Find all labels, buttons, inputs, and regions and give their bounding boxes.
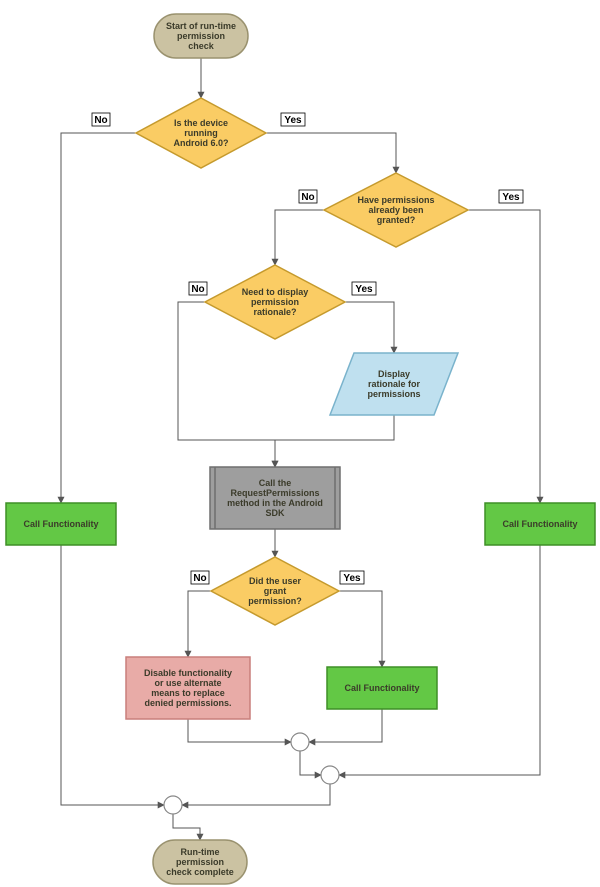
edge-label: Yes: [284, 115, 302, 126]
edge-label: No: [301, 192, 314, 203]
flow-edge: [266, 133, 396, 173]
svg-text:rationale?: rationale?: [253, 307, 296, 317]
flow-edge: [309, 709, 382, 742]
svg-text:Display: Display: [378, 369, 410, 379]
svg-text:grant: grant: [264, 586, 287, 596]
node-c1: [291, 733, 309, 751]
svg-text:check: check: [188, 41, 215, 51]
edge-label: No: [191, 284, 204, 295]
svg-text:already been: already been: [368, 205, 423, 215]
flow-edge: [468, 210, 540, 503]
svg-text:running: running: [184, 128, 218, 138]
svg-text:Start of run-time: Start of run-time: [166, 21, 236, 31]
flow-edge: [173, 814, 200, 840]
flow-edge: [345, 302, 394, 353]
svg-text:RequestPermissions: RequestPermissions: [230, 488, 319, 498]
flow-edge: [188, 719, 291, 742]
edge-label: Yes: [355, 284, 373, 295]
svg-text:or use alternate: or use alternate: [154, 678, 221, 688]
svg-text:Call Functionality: Call Functionality: [502, 519, 577, 529]
svg-text:Did the user: Did the user: [249, 576, 302, 586]
flow-edge: [275, 415, 394, 467]
svg-text:check complete: check complete: [166, 867, 234, 877]
svg-text:Call Functionality: Call Functionality: [23, 519, 98, 529]
edge-label: Yes: [343, 573, 361, 584]
svg-text:granted?: granted?: [377, 215, 416, 225]
svg-text:permission: permission: [251, 297, 299, 307]
edge-label: No: [94, 115, 107, 126]
edge-label: Yes: [502, 192, 520, 203]
flow-edge: [61, 133, 136, 503]
svg-text:denied permissions.: denied permissions.: [144, 698, 231, 708]
svg-text:permission: permission: [176, 857, 224, 867]
node-c2: [321, 766, 339, 784]
svg-text:permission?: permission?: [248, 596, 302, 606]
flow-edge: [188, 591, 211, 657]
svg-text:permission: permission: [177, 31, 225, 41]
flow-edge: [275, 210, 324, 265]
flow-edge: [339, 591, 382, 667]
flow-edge: [300, 751, 321, 775]
svg-text:Need to display: Need to display: [242, 287, 309, 297]
flow-edge: [339, 545, 540, 775]
node-c3: [164, 796, 182, 814]
svg-text:means to replace: means to replace: [151, 688, 225, 698]
svg-text:Android 6.0?: Android 6.0?: [173, 138, 228, 148]
edge-label: No: [193, 573, 206, 584]
svg-text:method in the Android: method in the Android: [227, 498, 323, 508]
svg-text:Is the device: Is the device: [174, 118, 228, 128]
svg-text:Call Functionality: Call Functionality: [344, 683, 419, 693]
svg-text:rationale for: rationale for: [368, 379, 421, 389]
svg-text:Run-time: Run-time: [181, 847, 220, 857]
svg-text:Disable functionality: Disable functionality: [144, 668, 232, 678]
svg-text:Have permissions: Have permissions: [357, 195, 434, 205]
svg-text:Call the: Call the: [259, 478, 292, 488]
flow-edge: [182, 784, 330, 805]
svg-text:SDK: SDK: [265, 508, 285, 518]
svg-text:permissions: permissions: [367, 389, 420, 399]
